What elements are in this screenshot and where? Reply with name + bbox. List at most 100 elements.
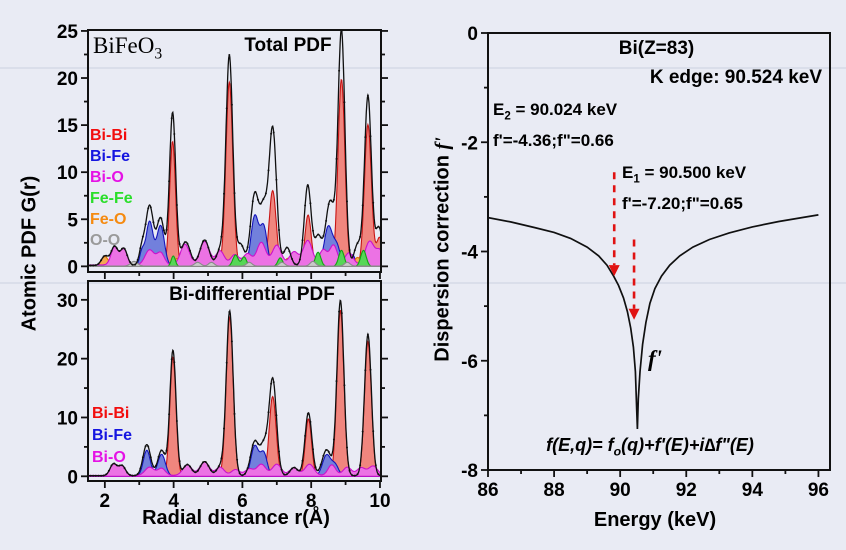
data-marker xyxy=(353,474,356,477)
data-marker xyxy=(100,474,103,477)
data-marker xyxy=(262,198,265,201)
data-marker xyxy=(115,464,118,467)
data-marker xyxy=(283,473,286,476)
y-tick-label: 15 xyxy=(57,116,79,137)
data-marker xyxy=(113,245,116,248)
data-marker xyxy=(212,258,215,261)
e2-fprime-values: f'=-4.36;f"=0.66 xyxy=(493,131,614,150)
data-marker xyxy=(230,103,233,106)
data-marker xyxy=(220,235,223,238)
data-marker xyxy=(249,225,252,228)
e1-fprime-values: f'=-7.20;f"=0.65 xyxy=(622,194,743,213)
left-y-axis-label: Atomic PDF G(r) xyxy=(18,175,41,332)
data-marker xyxy=(366,333,369,336)
data-marker xyxy=(291,467,294,470)
data-marker xyxy=(306,413,309,415)
data-marker xyxy=(280,468,283,471)
data-marker xyxy=(207,246,210,249)
legend-item-bi-o: Bi-O xyxy=(92,449,126,466)
right-y-axis-label: Dispersion correction f' xyxy=(431,137,454,362)
data-marker xyxy=(238,472,241,475)
data-marker xyxy=(322,454,325,457)
data-marker xyxy=(275,178,278,181)
data-marker xyxy=(249,456,252,459)
data-marker xyxy=(152,221,155,224)
data-marker xyxy=(152,465,155,468)
y-tick-label: 30 xyxy=(57,291,78,312)
legend-item-bi-o: Bi-O xyxy=(90,169,124,186)
data-marker xyxy=(144,223,147,226)
data-marker xyxy=(351,474,354,477)
data-marker xyxy=(157,219,160,222)
right-x-axis-label: Energy (keV) xyxy=(593,509,717,531)
data-marker xyxy=(312,229,314,232)
data-marker xyxy=(317,469,320,472)
data-marker xyxy=(275,414,278,417)
data-marker xyxy=(155,227,157,230)
x-tick-label: 94 xyxy=(742,480,764,501)
data-marker xyxy=(346,446,348,449)
scattering-factor-formula: f(E,q)= fo(q)+f'(E)+i∆f"(E) xyxy=(546,435,754,459)
k-edge-label: K edge: 90.524 keV xyxy=(649,67,822,88)
data-marker xyxy=(278,450,280,453)
data-marker xyxy=(181,245,184,248)
data-marker xyxy=(241,474,244,477)
data-marker xyxy=(102,255,105,258)
data-marker xyxy=(230,340,233,343)
bi-differential-panel: 0 10 20 30 2 4 6 8 10 xyxy=(57,280,391,512)
data-marker xyxy=(123,247,126,250)
data-marker xyxy=(89,264,92,267)
data-marker xyxy=(100,259,103,262)
data-marker xyxy=(319,463,322,466)
e2-energy-label: E2 = 90.024 keV xyxy=(493,100,618,123)
data-marker xyxy=(155,464,157,467)
y-tick-label: 0 xyxy=(67,467,78,488)
data-marker xyxy=(121,247,123,250)
data-marker xyxy=(178,460,181,463)
data-marker xyxy=(220,457,223,460)
data-marker xyxy=(215,469,218,472)
y-tick-label: 0 xyxy=(67,257,78,278)
data-marker xyxy=(97,262,100,265)
data-marker xyxy=(364,369,367,372)
y-tick-label: -8 xyxy=(461,461,478,482)
data-marker xyxy=(181,468,184,471)
data-marker xyxy=(356,242,359,245)
data-marker xyxy=(309,420,312,423)
data-marker xyxy=(264,192,267,195)
data-marker xyxy=(356,473,359,476)
data-marker xyxy=(178,243,181,245)
data-marker xyxy=(183,465,186,468)
data-marker xyxy=(162,451,165,454)
data-marker xyxy=(191,469,194,472)
bi-differential-pdf-legend: Bi-Bi Bi-Fe Bi-O xyxy=(92,403,132,469)
data-marker xyxy=(325,219,328,222)
total-pdf-panel: 0 5 10 15 20 25 xyxy=(57,22,388,279)
data-marker xyxy=(123,467,126,470)
x-tick-label: 8 xyxy=(306,491,317,512)
data-marker xyxy=(207,464,210,467)
data-marker xyxy=(322,235,325,237)
data-marker xyxy=(113,462,116,465)
data-marker xyxy=(170,117,173,120)
data-marker xyxy=(306,184,309,187)
data-marker xyxy=(244,472,246,475)
data-marker xyxy=(94,264,97,267)
dispersion-curve xyxy=(488,214,819,430)
x-tick-label: 86 xyxy=(477,480,498,501)
data-marker xyxy=(110,249,113,252)
data-marker xyxy=(147,207,150,210)
data-marker xyxy=(223,192,225,195)
data-marker xyxy=(139,467,142,470)
data-marker xyxy=(189,465,191,468)
data-marker xyxy=(92,264,95,267)
data-marker xyxy=(128,260,131,263)
plot-frame xyxy=(487,32,831,471)
data-marker xyxy=(186,463,189,466)
data-marker xyxy=(335,157,338,160)
x-tick-label: 2 xyxy=(100,491,111,512)
data-marker xyxy=(136,258,139,261)
legend-item-fe-o: Fe-O xyxy=(90,211,127,228)
curve-label-fprime: f' xyxy=(648,346,663,371)
